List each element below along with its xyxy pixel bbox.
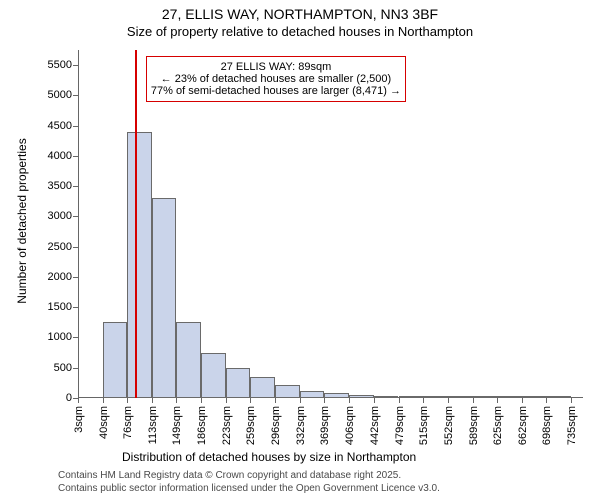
xtick-label: 296sqm [268, 398, 282, 445]
histogram-bar [201, 353, 226, 398]
ytick-label: 5000 [48, 89, 78, 101]
histogram-bar [176, 322, 201, 398]
histogram-bar [300, 391, 325, 398]
footer-line2: Contains public sector information licen… [58, 483, 440, 494]
histogram-bar [103, 322, 127, 398]
xtick-label: 442sqm [367, 398, 381, 445]
callout-line: ← 23% of detached houses are smaller (2,… [151, 73, 401, 85]
chart-title-text: 27, ELLIS WAY, NORTHAMPTON, NN3 3BF [162, 6, 438, 22]
xtick-label: 76sqm [120, 398, 134, 439]
histogram-bar [226, 368, 250, 398]
histogram-bar [152, 198, 176, 398]
footer-line1: Contains HM Land Registry data © Crown c… [58, 470, 401, 481]
callout-line: 77% of semi-detached houses are larger (… [151, 85, 401, 97]
ytick-label: 1000 [48, 331, 78, 343]
ytick-label: 5500 [48, 59, 78, 71]
histogram-bar [250, 377, 275, 398]
histogram-bar [275, 385, 299, 398]
chart-subtitle: Size of property relative to detached ho… [0, 24, 600, 39]
xtick-label: 113sqm [145, 398, 159, 444]
ytick-label: 2000 [48, 271, 78, 283]
ytick-label: 3000 [48, 210, 78, 222]
xtick-label: 149sqm [169, 398, 183, 445]
xtick-label: 223sqm [219, 398, 233, 445]
xtick-label: 406sqm [342, 398, 356, 445]
callout-line: 27 ELLIS WAY: 89sqm [151, 61, 401, 73]
xtick-label: 186sqm [194, 398, 208, 445]
y-axis-label-text: Number of detached properties [15, 138, 29, 303]
xtick-label: 662sqm [515, 398, 529, 445]
xtick-label: 698sqm [539, 398, 553, 445]
histogram-bar [127, 132, 152, 398]
xtick-label: 259sqm [243, 398, 257, 445]
highlight-marker-line [135, 50, 137, 398]
xtick-label: 3sqm [71, 398, 85, 433]
footer-line1-text: Contains HM Land Registry data © Crown c… [58, 470, 401, 481]
ytick-label: 1500 [48, 301, 78, 313]
xtick-label: 589sqm [466, 398, 480, 445]
ytick-label: 500 [54, 362, 78, 374]
xtick-label: 40sqm [96, 398, 110, 439]
ytick-label: 4500 [48, 120, 78, 132]
chart-root: 27, ELLIS WAY, NORTHAMPTON, NN3 3BF Size… [0, 0, 600, 500]
xtick-label: 369sqm [317, 398, 331, 445]
y-axis-line [78, 50, 79, 398]
x-axis-label-text: Distribution of detached houses by size … [122, 450, 416, 464]
callout-box: 27 ELLIS WAY: 89sqm← 23% of detached hou… [146, 56, 406, 102]
ytick-label: 4000 [48, 150, 78, 162]
xtick-label: 552sqm [441, 398, 455, 445]
chart-subtitle-text: Size of property relative to detached ho… [127, 24, 473, 39]
y-axis-label: Number of detached properties [15, 101, 29, 341]
xtick-label: 515sqm [416, 398, 430, 445]
xtick-label: 625sqm [490, 398, 504, 445]
ytick-label: 2500 [48, 241, 78, 253]
ytick-label: 3500 [48, 180, 78, 192]
x-axis-label: Distribution of detached houses by size … [122, 450, 416, 464]
xtick-label: 735sqm [564, 398, 578, 445]
footer-line2-text: Contains public sector information licen… [58, 483, 440, 494]
xtick-label: 332sqm [293, 398, 307, 445]
plot-area: 0500100015002000250030003500400045005000… [78, 50, 583, 398]
xtick-label: 479sqm [392, 398, 406, 445]
chart-title: 27, ELLIS WAY, NORTHAMPTON, NN3 3BF [0, 6, 600, 22]
